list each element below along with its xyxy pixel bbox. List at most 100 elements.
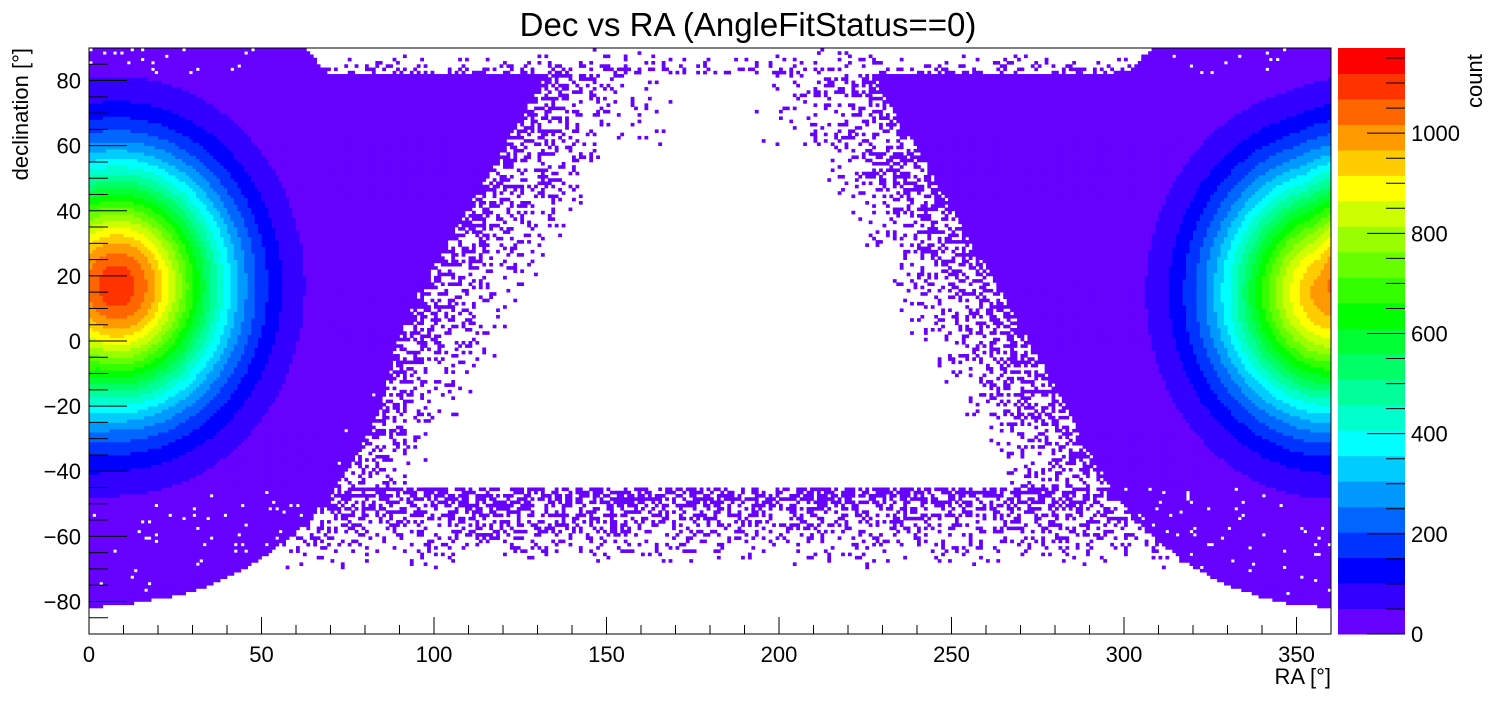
heatmap-cell (189, 575, 193, 580)
heatmap-cell (137, 272, 142, 277)
heatmap-cell (123, 161, 128, 166)
heatmap-cell (106, 406, 111, 410)
heatmap-cell (126, 594, 131, 599)
heatmap-cell (185, 480, 190, 485)
heatmap-cell (147, 106, 152, 111)
heatmap-cell (175, 441, 180, 446)
heatmap-cell (185, 529, 190, 534)
heatmap-cell (182, 220, 186, 225)
heatmap-cell (182, 441, 186, 446)
heatmap-cell (109, 298, 114, 303)
heatmap-cell (99, 148, 104, 153)
heatmap-cell (126, 337, 131, 342)
heatmap-cell (147, 80, 152, 85)
heatmap-cell (113, 305, 117, 309)
heatmap-cell (89, 578, 93, 583)
heatmap-cell (151, 272, 155, 277)
heatmap-cell (175, 308, 180, 313)
heatmap-cell (154, 240, 159, 244)
heatmap-cell (151, 217, 155, 221)
heatmap-cell (161, 487, 166, 492)
heatmap-cell (175, 214, 180, 218)
heatmap-cell (120, 526, 124, 531)
heatmap-cell (116, 337, 121, 342)
heatmap-cell (126, 135, 131, 140)
heatmap-cell (185, 337, 190, 342)
heatmap-cell (89, 494, 93, 498)
heatmap-cell (140, 181, 145, 186)
heatmap-cell (175, 106, 180, 111)
heatmap-cell (120, 243, 124, 247)
heatmap-cell (126, 370, 131, 374)
heatmap-cell (99, 354, 104, 358)
heatmap-cell (182, 445, 186, 449)
heatmap-cell (182, 129, 186, 133)
heatmap-cell (126, 380, 131, 384)
heatmap-cell (178, 474, 183, 479)
heatmap-cell (158, 363, 162, 368)
heatmap-cell (116, 484, 121, 488)
heatmap-cell (133, 223, 138, 228)
heatmap-cell (99, 236, 104, 241)
heatmap-cell (161, 575, 166, 580)
heatmap-cell (171, 376, 176, 381)
heatmap-cell (147, 93, 152, 98)
heatmap-cell (102, 201, 107, 205)
heatmap-cell (95, 549, 100, 553)
heatmap-cell (137, 425, 142, 430)
heatmap-cell (130, 135, 135, 140)
heatmap-cell (113, 354, 117, 358)
heatmap-cell (178, 57, 183, 62)
heatmap-cell (158, 230, 162, 234)
heatmap-cell (130, 591, 135, 596)
heatmap-cell (92, 204, 97, 208)
heatmap-cell (158, 165, 162, 169)
heatmap-cell (147, 318, 152, 322)
heatmap-cell (89, 594, 93, 599)
heatmap-cell (147, 181, 152, 186)
heatmap-cell (120, 249, 124, 254)
heatmap-cell (151, 259, 155, 264)
heatmap-cell (123, 77, 128, 81)
heatmap-cell (182, 155, 186, 160)
heatmap-cell (175, 240, 180, 244)
heatmap-cell (92, 503, 97, 508)
heatmap-cell (126, 279, 131, 283)
heatmap-cell (116, 572, 121, 576)
heatmap-cell (123, 500, 128, 505)
heatmap-cell (144, 240, 148, 244)
heatmap-cell (140, 168, 145, 173)
heatmap-cell (161, 331, 166, 335)
heatmap-cell (109, 380, 114, 384)
heatmap-cell (95, 474, 100, 479)
heatmap-cell (102, 253, 107, 257)
heatmap-cell (109, 334, 114, 339)
heatmap-cell (95, 181, 100, 186)
heatmap-cell (185, 240, 190, 244)
heatmap-cell (154, 354, 159, 358)
heatmap-cell (161, 57, 166, 62)
heatmap-cell (89, 74, 93, 78)
heatmap-cell (113, 432, 117, 436)
heatmap-cell (164, 467, 169, 472)
heatmap-cell (171, 269, 176, 273)
heatmap-cell (175, 396, 180, 400)
heatmap-cell (171, 194, 176, 199)
heatmap-cell (154, 396, 159, 400)
heatmap-cell (161, 174, 166, 179)
heatmap-cell (189, 484, 193, 488)
heatmap-cell (126, 80, 131, 85)
heatmap-cell (130, 305, 135, 309)
heatmap-cell (140, 126, 145, 130)
heatmap-cell (120, 533, 124, 537)
heatmap-cell (161, 497, 166, 501)
heatmap-cell (137, 253, 142, 257)
heatmap-cell (161, 295, 166, 300)
heatmap-cell (99, 477, 104, 482)
heatmap-cell (92, 93, 97, 98)
heatmap-cell (154, 406, 159, 410)
heatmap-cell (130, 477, 135, 482)
heatmap-cell (182, 246, 186, 251)
heatmap-cell (123, 103, 128, 107)
heatmap-cell (116, 197, 121, 202)
